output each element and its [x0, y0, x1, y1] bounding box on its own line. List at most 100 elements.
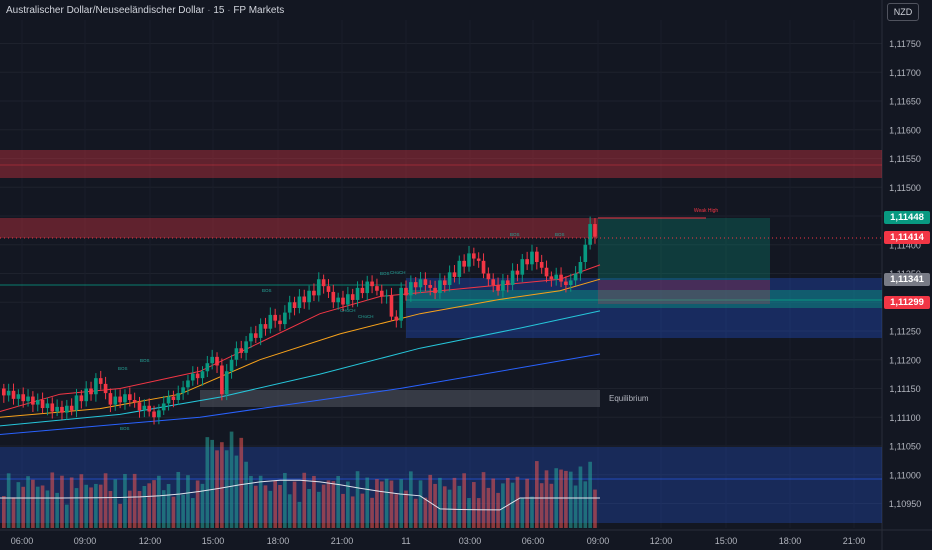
y-tick-label: 1,11050: [889, 442, 921, 452]
volume-bar: [568, 471, 573, 528]
volume-bar: [341, 493, 345, 528]
candle-body: [220, 365, 224, 395]
candle-body: [166, 396, 171, 404]
candle-body: [108, 393, 113, 405]
y-tick-label: 1,11400: [889, 240, 921, 250]
candle-body: [161, 403, 166, 411]
volume-bar: [564, 470, 568, 528]
candle-body: [40, 400, 45, 409]
candle-body: [210, 356, 215, 364]
candle-body: [16, 394, 21, 399]
candle-body: [486, 273, 491, 280]
candle-body: [118, 396, 122, 403]
structure-label: BOS: [510, 232, 520, 237]
supply-zone-upper: [0, 150, 882, 178]
volume-bar: [389, 480, 394, 528]
candle-body: [423, 279, 428, 285]
candle-body: [26, 396, 30, 402]
candle-body: [399, 287, 403, 321]
candle-body: [442, 280, 447, 285]
volume-bar: [113, 479, 118, 528]
candle-body: [176, 393, 181, 400]
volume-bar: [370, 497, 374, 528]
volume-bar: [239, 437, 244, 528]
volume-bar: [399, 479, 403, 528]
volume-bar: [253, 485, 258, 528]
candle-body: [573, 273, 578, 281]
volume-bar: [31, 479, 35, 528]
candle-body: [462, 260, 466, 267]
volume-bar: [312, 475, 316, 528]
candle-body: [520, 259, 525, 275]
volume-bar: [210, 439, 215, 528]
candle-body: [530, 251, 534, 265]
fvg-zone-green: [406, 290, 882, 308]
candle-body: [447, 272, 452, 285]
volume-bar: [278, 485, 282, 528]
candle-body: [307, 290, 311, 303]
volume-bar: [123, 473, 127, 528]
volume-bar: [418, 480, 423, 528]
volume-bar: [195, 480, 200, 528]
x-tick-label: 09:00: [587, 536, 610, 546]
candle-body: [132, 400, 137, 403]
candle-body: [472, 253, 476, 259]
candle-body: [312, 290, 316, 296]
price-tag-last: 1,11414: [884, 231, 930, 244]
volume-bar: [176, 471, 181, 528]
volume-bar: [161, 490, 166, 528]
volume-bar: [171, 496, 176, 528]
symbol-name: Australischer Dollar/Neuseeländischer Do…: [6, 5, 205, 16]
volume-bar: [142, 485, 147, 528]
volume-bar: [45, 490, 50, 528]
volume-bar: [394, 494, 399, 528]
x-tick-label: 11: [401, 536, 410, 546]
candle-body: [336, 297, 340, 303]
y-tick-label: 1,11700: [889, 68, 921, 78]
structure-label: BOS: [555, 232, 565, 237]
volume-bar: [244, 461, 248, 528]
candle-body: [341, 297, 345, 305]
candle-body: [346, 294, 350, 305]
volume-bar: [258, 475, 263, 528]
currency-button[interactable]: NZD: [887, 3, 919, 21]
volume-bar: [442, 486, 447, 528]
volume-bar: [186, 475, 190, 528]
candle-body: [302, 296, 307, 303]
volume-bar: [69, 477, 74, 528]
candle-body: [186, 380, 190, 388]
volume-ma-line: [0, 479, 600, 511]
volume-bar: [321, 484, 326, 528]
candle-body: [21, 394, 26, 402]
candle-body: [94, 378, 98, 395]
demand-zone-upper: [406, 278, 882, 338]
y-tick-label: 1,11100: [889, 413, 920, 423]
candle-body: [45, 403, 50, 409]
candle-body: [428, 285, 433, 288]
volume-bar: [326, 480, 331, 528]
candle-body: [389, 295, 394, 317]
volume-bar: [94, 483, 98, 528]
moving-average-line: [0, 264, 601, 412]
volume-bar: [205, 437, 210, 528]
volume-bar: [273, 480, 277, 528]
equilibrium-label: Equilibrium: [609, 394, 649, 403]
volume-bar: [525, 478, 529, 528]
candle-body: [200, 371, 205, 379]
candle-body: [379, 290, 384, 297]
candle-body: [2, 388, 6, 396]
volume-bar: [583, 481, 588, 528]
x-tick-label: 09:00: [74, 536, 97, 546]
volume-bar: [491, 478, 496, 528]
x-tick-label: 06:00: [11, 536, 34, 546]
volume-bar: [331, 481, 336, 528]
x-tick-label: 03:00: [459, 536, 482, 546]
volume-bar: [510, 482, 515, 528]
candle-body: [103, 383, 108, 394]
volume-bar: [530, 496, 534, 528]
volume-bar: [535, 461, 539, 528]
volume-bar: [302, 472, 307, 528]
candle-body: [593, 224, 597, 237]
candle-body: [181, 387, 185, 394]
